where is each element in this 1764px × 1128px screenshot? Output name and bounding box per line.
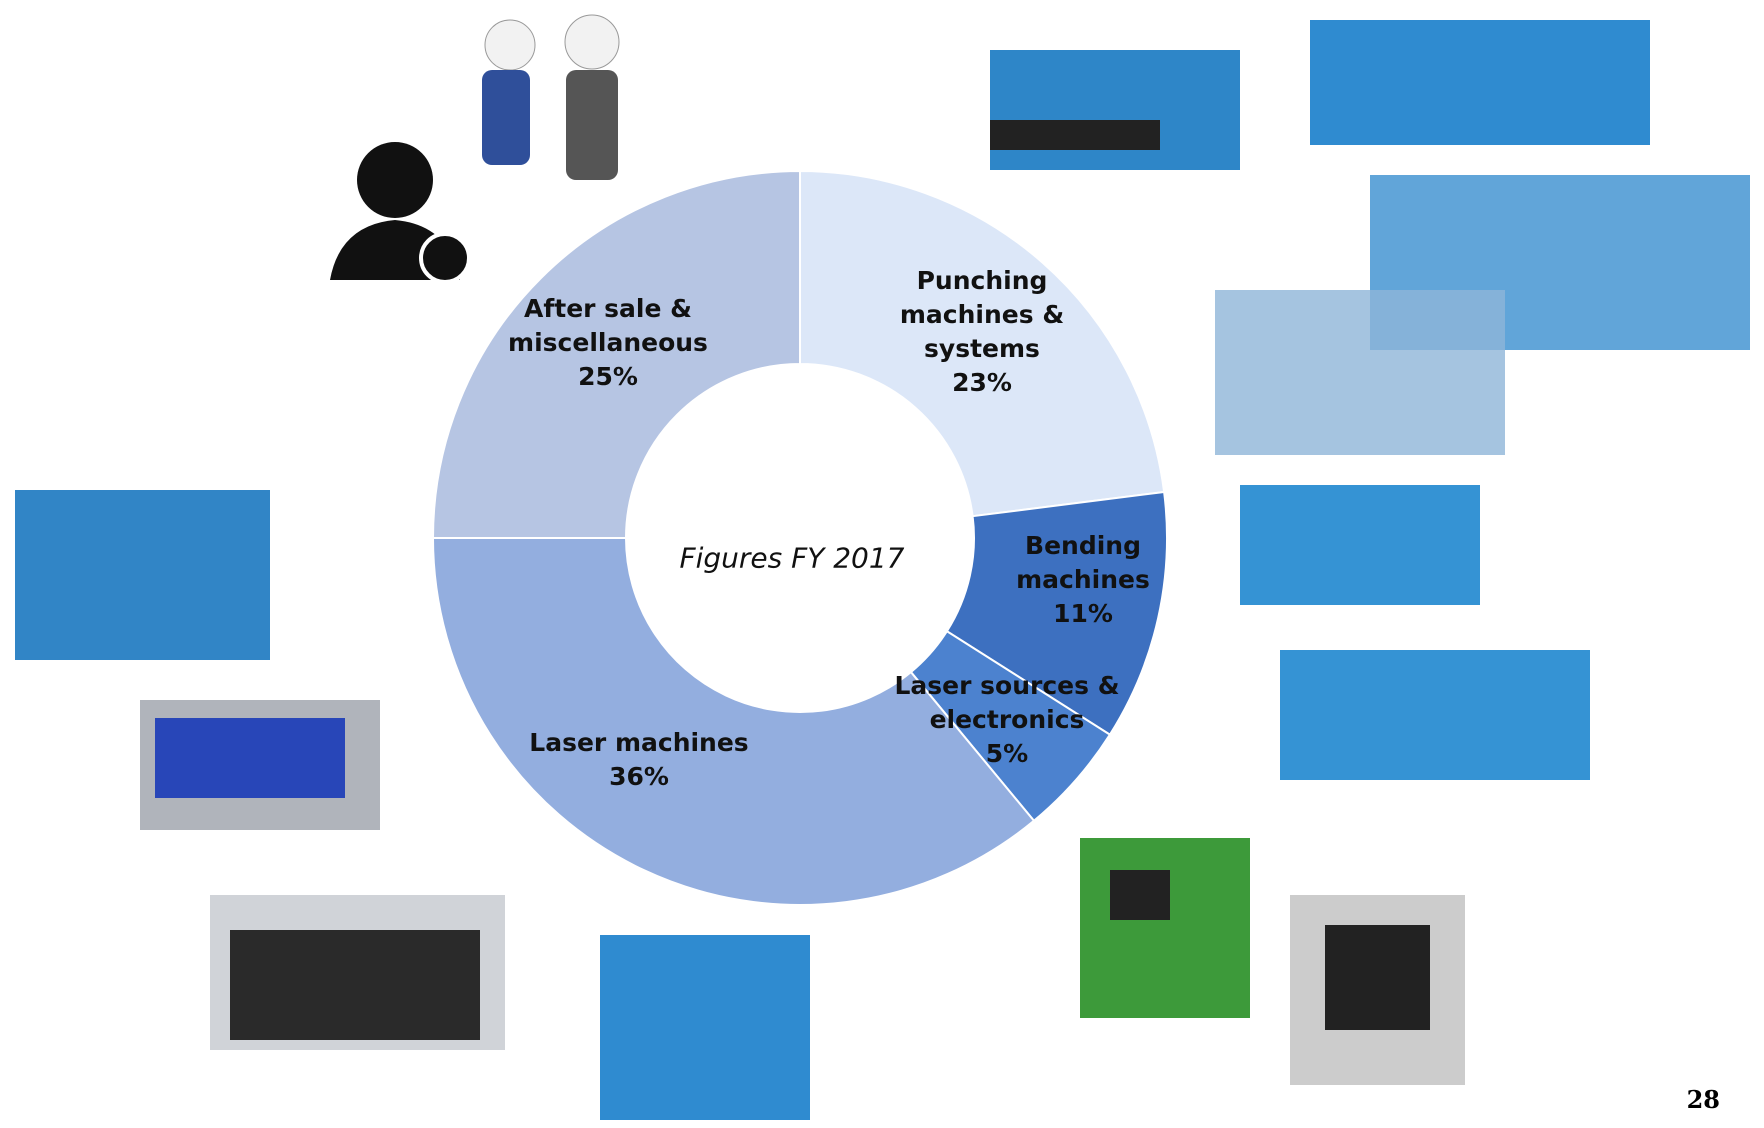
value-label: 5% [985, 739, 1029, 768]
category-name: Punching machines & systems [899, 266, 1065, 363]
category-name: Bending machines [1016, 531, 1150, 594]
slice-label: Punching machines & systems 23% [887, 264, 1077, 400]
value-label: 11% [1053, 599, 1113, 628]
illustrations [15, 14, 1750, 1120]
center-label: Figures FY 2017 [679, 541, 905, 575]
slice [799, 169, 1166, 518]
slice-label: Laser sources & electronics 5% [882, 669, 1132, 771]
slice-label: After sale & miscellaneous 25% [488, 292, 728, 394]
category-name: Laser machines [529, 728, 749, 757]
slice [431, 537, 1036, 906]
slice [431, 169, 801, 539]
slice [945, 490, 1169, 737]
category-name: After sale & miscellaneous [508, 294, 708, 357]
value-label: 25% [578, 362, 638, 391]
page-number: 28 [1686, 1085, 1720, 1114]
slice-label: Bending machines 11% [998, 529, 1168, 631]
category-name: Laser sources & electronics [894, 671, 1120, 734]
slice-label: Laser machines 36% [479, 726, 799, 794]
value-label: 36% [609, 762, 669, 791]
value-label: 23% [952, 368, 1012, 397]
